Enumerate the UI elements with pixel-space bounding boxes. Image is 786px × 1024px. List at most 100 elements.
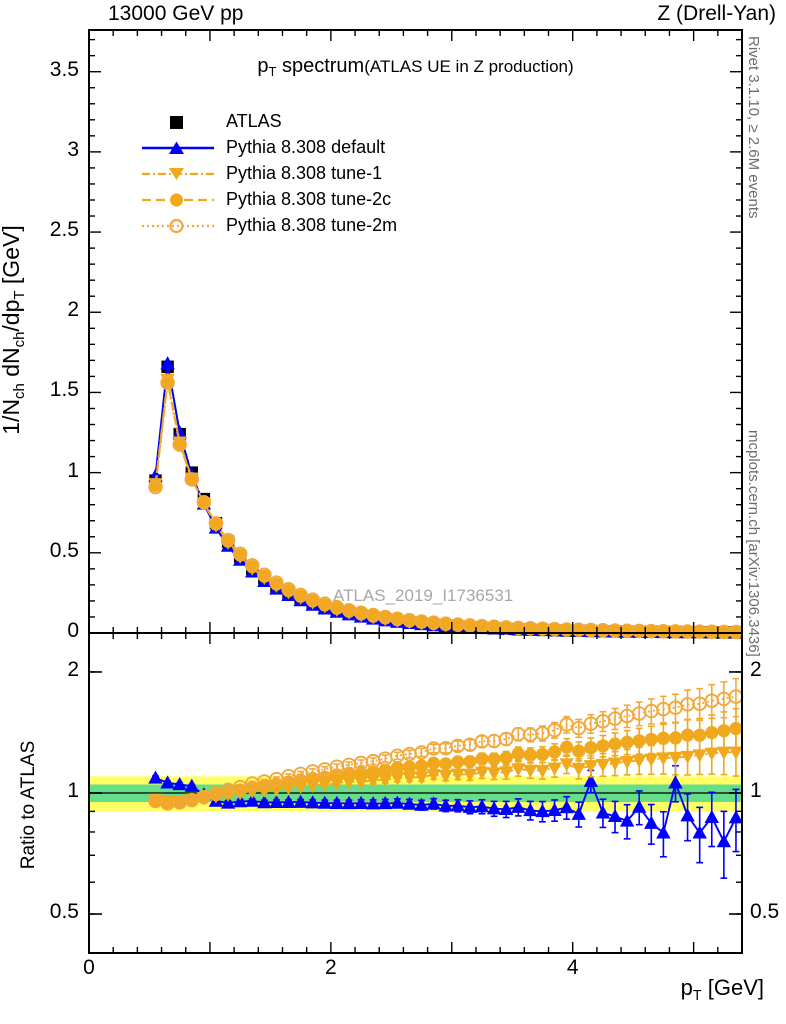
marker-triangle-down — [450, 768, 466, 782]
x-tick-label-2: 2 — [325, 956, 337, 979]
marker-circle — [511, 621, 525, 635]
marker-circle-open — [498, 731, 514, 747]
marker-triangle-down — [390, 772, 405, 786]
marker-circle — [402, 614, 417, 628]
marker-circle — [475, 620, 489, 634]
marker-triangle-up — [523, 802, 538, 817]
marker-circle — [185, 472, 199, 486]
marker-circle — [535, 747, 550, 762]
marker-triangle-up — [365, 796, 381, 810]
marker-circle — [596, 739, 610, 753]
marker-triangle-up — [716, 834, 732, 848]
marker-triangle-down — [498, 766, 514, 780]
marker-triangle-down — [632, 754, 647, 768]
series-line — [154, 379, 736, 634]
marker-circle — [487, 752, 501, 766]
marker-triangle-up — [462, 799, 478, 813]
marker-circle — [451, 755, 465, 769]
marker-triangle-down — [668, 751, 683, 766]
marker-circle-open — [160, 375, 175, 391]
marker-triangle-down — [704, 747, 719, 761]
marker-circle — [499, 751, 513, 765]
marker-triangle-down — [486, 767, 502, 781]
marker-triangle-down — [523, 764, 538, 778]
y-tick-label-main-2.5: 2.5 — [49, 218, 79, 242]
marker-triangle-up — [293, 794, 308, 808]
marker-triangle-down — [341, 776, 357, 790]
marker-triangle-down — [426, 769, 441, 783]
marker-triangle-up — [668, 775, 683, 789]
marker-triangle-up — [257, 795, 272, 809]
marker-triangle-up — [232, 794, 248, 808]
marker-circle-open — [220, 532, 236, 548]
marker-circle — [632, 624, 646, 638]
y-tick-label-ratio-r-1: 1 — [750, 779, 762, 802]
marker-circle — [523, 748, 537, 762]
marker-triangle-down — [535, 764, 550, 779]
y-tick-label-ratio-r-0.5: 0.5 — [750, 900, 780, 924]
marker-circle — [427, 616, 441, 631]
marker-circle — [693, 728, 707, 742]
ratio-series-pythia-8-308-tune-2m — [148, 677, 744, 811]
marker-triangle-down — [619, 756, 635, 770]
marker-triangle-up — [644, 815, 659, 829]
legend-label-atlas: ATLAS — [226, 111, 282, 131]
plot-title: pT spectrum(ATLAS UE in Z production) — [89, 55, 742, 79]
marker-circle-open — [269, 575, 284, 590]
marker-triangle-down — [559, 758, 574, 772]
marker-circle-open — [148, 479, 163, 495]
marker-triangle-up — [486, 801, 502, 815]
marker-triangle-up — [245, 793, 260, 807]
marker-triangle-down — [656, 752, 671, 766]
marker-triangle-down — [329, 777, 345, 791]
legend-label-tune1: Pythia 8.308 tune-1 — [226, 163, 383, 183]
marker-triangle-up — [269, 794, 284, 809]
marker-triangle-up — [414, 797, 429, 811]
ratio-series-pythia-8-308-default — [148, 764, 744, 879]
marker-circle-open — [244, 558, 260, 573]
plot-title-pt: p — [257, 55, 269, 77]
marker-triangle-down — [474, 766, 490, 780]
x-axis-label: pT [GeV] — [681, 975, 764, 1004]
legend-marker-tune2c — [140, 186, 218, 212]
main-series-pythia-8-308-default — [148, 356, 744, 639]
y-tick-label-main-2: 2 — [67, 298, 79, 322]
marker-circle — [620, 624, 634, 638]
marker-triangle-up — [450, 798, 466, 812]
main-series-pythia-8-308-tune-1 — [148, 373, 744, 640]
marker-circle — [439, 757, 453, 771]
legend-marker-default — [140, 134, 218, 160]
marker-triangle-down — [595, 758, 611, 773]
marker-triangle-up — [498, 801, 514, 815]
marker-triangle-down — [353, 776, 369, 790]
legend-marker-tune1 — [140, 160, 218, 186]
marker-triangle-up — [438, 798, 453, 812]
marker-triangle-down — [583, 760, 599, 774]
x-tick-label-4: 4 — [566, 956, 579, 979]
marker-circle — [632, 734, 646, 748]
marker-triangle-up — [172, 425, 187, 439]
marker-triangle-up — [148, 770, 163, 784]
marker-triangle-up — [160, 775, 175, 789]
marker-triangle-up — [632, 799, 647, 813]
xlab-part-1: p — [680, 975, 693, 1000]
marker-triangle-down — [365, 774, 381, 788]
analysis-id-watermark: ATLAS_2019_I1736531 — [333, 586, 514, 605]
xlab-sub: T — [692, 988, 702, 1004]
marker-triangle-up — [511, 799, 526, 813]
marker-circle — [608, 737, 622, 751]
marker-triangle-up — [341, 795, 357, 810]
marker-triangle-down — [462, 768, 478, 783]
marker-triangle-up — [378, 795, 393, 810]
marker-triangle-up — [305, 795, 320, 809]
legend-marker-atlas — [140, 108, 218, 134]
marker-triangle-up — [160, 356, 175, 370]
marker-triangle-up — [583, 773, 599, 787]
series-line — [154, 381, 737, 634]
marker-circle-open — [257, 567, 272, 583]
main-panel-frame — [88, 29, 743, 634]
marker-triangle-down — [680, 750, 695, 765]
plot-axes — [88, 29, 743, 954]
marker-triangle-down — [644, 753, 659, 767]
